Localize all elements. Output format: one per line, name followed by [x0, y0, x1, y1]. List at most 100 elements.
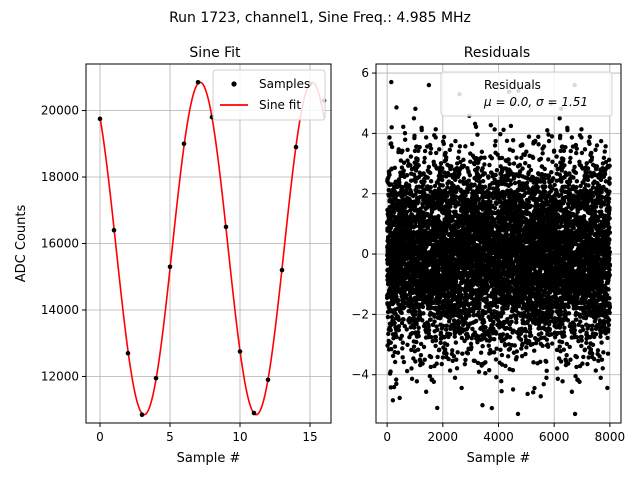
residual-point: [440, 177, 445, 183]
residual-point: [463, 357, 468, 363]
residual-point: [392, 165, 398, 171]
residual-point: [461, 157, 466, 163]
residual-point: [393, 377, 399, 382]
residual-point: [486, 175, 491, 180]
residual-point: [416, 333, 421, 339]
residual-point: [431, 379, 436, 384]
residual-point: [389, 144, 395, 150]
residual-point: [416, 199, 421, 204]
residual-point: [389, 346, 394, 352]
sine-fit-line: [99, 81, 325, 416]
sine-fit-ytick-label: 14000: [41, 303, 79, 317]
residual-point: [440, 174, 445, 179]
residual-point: [514, 355, 519, 360]
residual-point: [417, 145, 422, 150]
residual-point: [473, 318, 479, 324]
residual-point: [492, 143, 498, 148]
residual-point: [432, 319, 437, 324]
residual-point: [436, 265, 442, 271]
residual-point: [387, 135, 392, 140]
residual-point: [448, 204, 453, 209]
residual-point: [388, 141, 394, 146]
residual-point: [389, 125, 394, 130]
residual-point: [506, 157, 511, 162]
residual-point: [428, 179, 434, 184]
residual-point: [442, 347, 448, 352]
residual-point: [402, 131, 408, 136]
residual-point: [392, 359, 398, 365]
residual-point: [501, 127, 506, 132]
residual-point: [389, 182, 394, 187]
residual-point: [510, 148, 516, 153]
residual-point: [470, 141, 475, 147]
residual-point: [397, 395, 402, 401]
legend-samples-marker: [231, 81, 237, 87]
residual-point: [411, 325, 417, 330]
residual-point: [440, 355, 446, 360]
residual-point: [428, 150, 433, 156]
residual-point: [459, 385, 464, 391]
residual-point: [461, 176, 467, 181]
residual-point: [433, 338, 439, 343]
residual-point: [500, 310, 506, 315]
sine-fit-panel: Sine Fit 0 5 10 151200014000160001800020000…: [14, 45, 332, 466]
residual-point: [409, 376, 415, 381]
residual-point: [487, 162, 492, 168]
residual-point: [480, 166, 485, 171]
residual-point: [460, 351, 465, 356]
residual-point: [401, 124, 406, 130]
residual-point: [489, 155, 495, 161]
residual-point: [482, 155, 487, 160]
residual-point: [450, 358, 455, 364]
residual-point: [507, 334, 513, 340]
residual-point: [508, 123, 514, 129]
residual-point: [482, 184, 488, 190]
residual-point: [437, 147, 442, 152]
sample-point: [279, 267, 285, 273]
residual-point: [447, 147, 453, 153]
residual-point: [421, 171, 426, 176]
residual-point: [415, 156, 420, 162]
residual-point: [394, 294, 399, 299]
residual-point: [413, 106, 418, 111]
legend-samples-label: Samples: [259, 77, 310, 91]
residual-point: [388, 327, 393, 333]
residual-point: [450, 218, 455, 223]
residual-point: [438, 161, 444, 166]
residual-point: [448, 331, 453, 337]
residual-point: [404, 327, 409, 332]
residual-point: [439, 361, 444, 367]
residual-point: [393, 331, 398, 336]
residual-point: [507, 161, 512, 167]
residual-point: [499, 155, 505, 161]
residual-point: [499, 378, 504, 384]
residual-point: [510, 387, 516, 392]
residual-point: [404, 295, 409, 301]
residual-point: [408, 163, 413, 168]
sample-point: [293, 144, 299, 150]
residual-point: [434, 324, 439, 329]
sine-fit-ylabel: ADC Counts: [14, 205, 29, 283]
residual-point: [486, 368, 492, 373]
residual-point: [510, 367, 516, 373]
residual-point: [402, 137, 408, 142]
residual-point: [514, 349, 520, 354]
residual-point: [444, 351, 449, 356]
residual-point: [432, 183, 438, 189]
residual-point: [443, 150, 448, 156]
residual-point: [411, 344, 417, 349]
residual-point: [418, 341, 424, 347]
residual-point: [428, 146, 434, 151]
sine-fit-xtick-label: 5: [166, 430, 174, 444]
residual-point: [476, 369, 482, 375]
residual-point: [441, 134, 447, 140]
residual-point: [477, 300, 482, 306]
residual-point: [416, 148, 421, 153]
residual-point: [432, 314, 437, 319]
residual-point: [406, 184, 412, 189]
residual-point: [493, 138, 498, 144]
sample-point: [181, 141, 187, 147]
residual-point: [394, 381, 399, 387]
residual-point: [491, 350, 497, 355]
